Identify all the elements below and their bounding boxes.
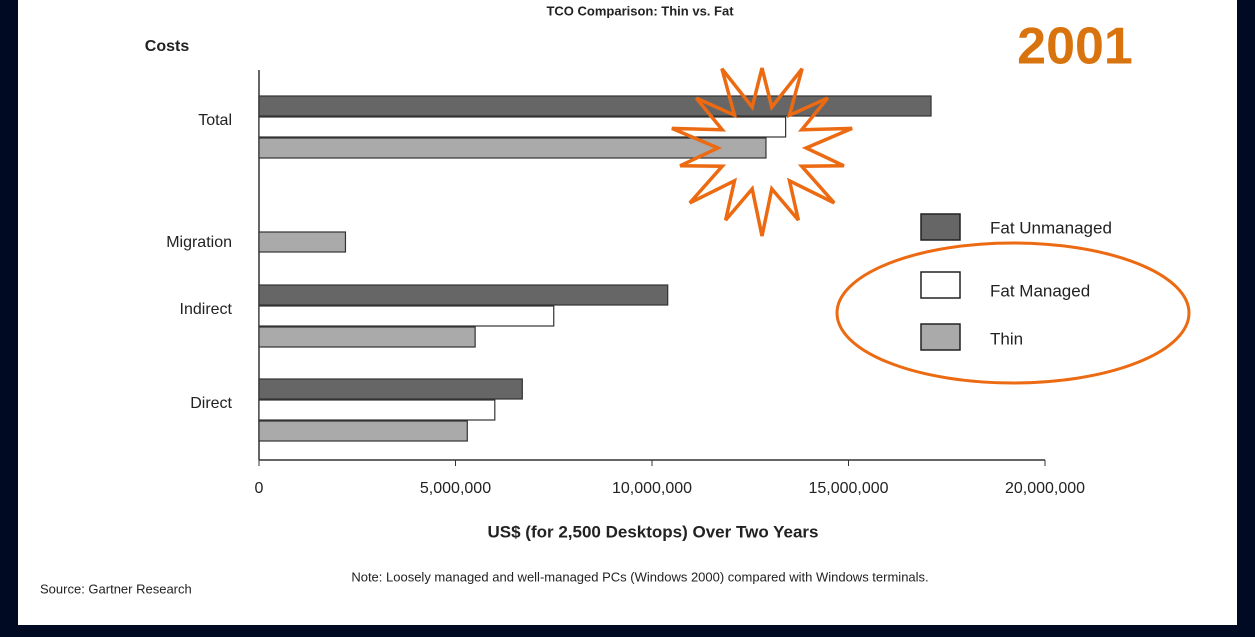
legend-swatch [920, 271, 961, 299]
bar [258, 378, 523, 400]
y-tick-label: Total [198, 112, 232, 129]
y-axis-label: Costs [145, 38, 190, 55]
bar [258, 399, 496, 421]
y-tick-label: Direct [190, 395, 232, 412]
legend-label: Fat Unmanaged [990, 218, 1112, 237]
bar [258, 137, 767, 159]
legend-label: Thin [990, 329, 1023, 348]
legend-swatch [920, 213, 961, 241]
x-tick-label: 10,000,000 [612, 480, 692, 497]
bar [258, 284, 669, 306]
x-tick-label: 15,000,000 [808, 480, 888, 497]
x-tick-label: 20,000,000 [1005, 480, 1085, 497]
legend-label: Fat Managed [990, 281, 1090, 300]
bar [258, 231, 347, 253]
bar [258, 95, 932, 117]
x-axis-label: US$ (for 2,500 Desktops) Over Two Years [487, 522, 818, 541]
x-tick-label: 5,000,000 [420, 480, 491, 497]
chart-title: TCO Comparison: Thin vs. Fat [546, 3, 734, 18]
highlight-ellipse [835, 241, 1191, 385]
bar [258, 326, 476, 348]
bar [258, 116, 787, 138]
bar [258, 420, 468, 442]
year-annotation: 2001 [1017, 18, 1133, 76]
legend-swatch [920, 323, 961, 351]
y-tick-label: Migration [166, 234, 232, 251]
starburst [671, 67, 853, 237]
note: Note: Loosely managed and well-managed P… [351, 569, 928, 584]
y-tick-label: Indirect [180, 301, 233, 318]
source: Source: Gartner Research [40, 581, 192, 596]
bar [258, 305, 555, 327]
x-tick-label: 0 [255, 480, 264, 497]
